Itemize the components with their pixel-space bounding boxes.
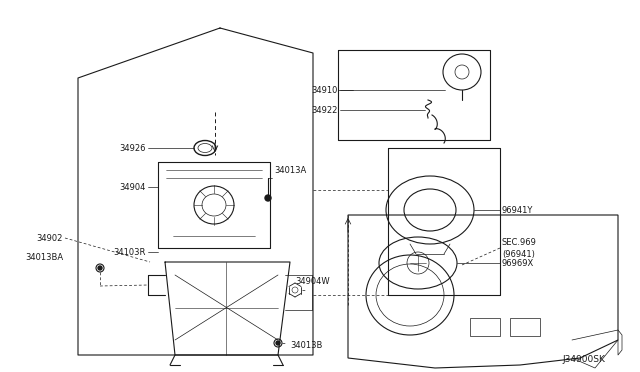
Text: 34103R: 34103R	[114, 247, 146, 257]
Ellipse shape	[98, 266, 102, 270]
Text: 34926: 34926	[120, 144, 146, 153]
Text: 34910: 34910	[312, 86, 338, 94]
Text: 34922: 34922	[312, 106, 338, 115]
Text: 34904: 34904	[120, 183, 146, 192]
Text: (96941): (96941)	[502, 250, 535, 259]
Text: 34904W: 34904W	[295, 278, 330, 286]
Text: 96969X: 96969X	[502, 259, 534, 267]
Ellipse shape	[276, 341, 280, 345]
Text: SEC.969: SEC.969	[502, 237, 537, 247]
Text: 34013B: 34013B	[290, 340, 323, 350]
Text: 96941Y: 96941Y	[502, 205, 533, 215]
Ellipse shape	[265, 195, 271, 201]
Text: 34013BA: 34013BA	[25, 253, 63, 263]
Text: 34013A: 34013A	[274, 166, 307, 174]
Text: J34900SK: J34900SK	[562, 356, 605, 365]
Text: 34902: 34902	[36, 234, 63, 243]
